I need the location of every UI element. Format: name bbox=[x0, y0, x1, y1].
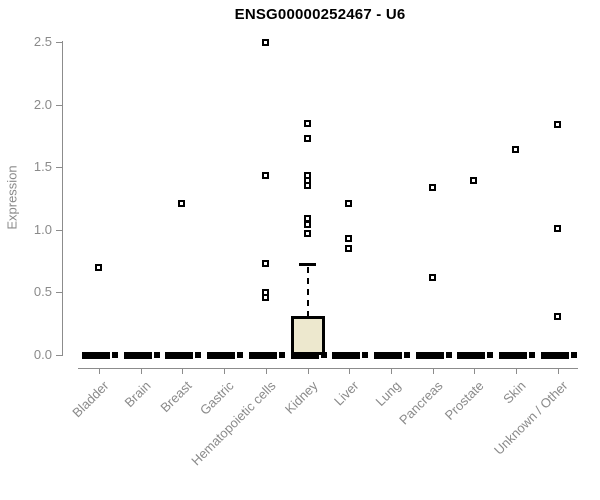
outlier-point bbox=[553, 312, 561, 320]
outlier-point bbox=[261, 172, 269, 180]
outlier-point bbox=[345, 200, 353, 207]
x-tick bbox=[99, 368, 100, 374]
y-tick-label: 2.0 bbox=[33, 96, 52, 112]
outlier-point bbox=[303, 215, 311, 223]
outlier-point bbox=[512, 146, 520, 154]
x-tick bbox=[557, 368, 559, 374]
y-tick-label: 0.5 bbox=[33, 284, 52, 300]
zero-point bbox=[195, 352, 202, 358]
upper-whisker-cap bbox=[298, 262, 316, 266]
y-tick bbox=[56, 229, 62, 231]
y-tick bbox=[56, 42, 62, 43]
x-tick bbox=[349, 368, 351, 374]
outlier-point bbox=[303, 119, 311, 127]
zero-median-bar bbox=[290, 352, 319, 359]
y-tick-label: 2.5 bbox=[33, 34, 52, 49]
outlier-point bbox=[553, 225, 561, 233]
zero-point bbox=[404, 352, 411, 358]
y-tick bbox=[56, 292, 62, 294]
outlier-point bbox=[470, 177, 478, 185]
outlier-point bbox=[261, 293, 269, 301]
outlier-point bbox=[553, 121, 561, 129]
x-tick bbox=[140, 368, 142, 374]
outlier-point bbox=[428, 183, 436, 191]
zero-median-bar bbox=[165, 352, 194, 359]
y-tick-label: 0.0 bbox=[33, 347, 52, 362]
zero-point bbox=[362, 352, 369, 358]
zero-point bbox=[487, 352, 494, 358]
outlier-point bbox=[303, 230, 311, 238]
outlier-point bbox=[428, 273, 436, 281]
x-tick bbox=[432, 368, 434, 374]
x-tick bbox=[474, 368, 476, 374]
outlier-point bbox=[303, 182, 311, 190]
zero-median-bar bbox=[123, 352, 152, 359]
y-tick-label: 1.0 bbox=[33, 221, 52, 237]
zero-point bbox=[570, 352, 577, 358]
zero-point bbox=[237, 352, 244, 358]
outlier-point bbox=[345, 235, 353, 243]
zero-point bbox=[529, 352, 536, 358]
y-tick-label: 1.5 bbox=[33, 159, 52, 175]
y-tick bbox=[56, 104, 62, 106]
chart-title: ENSG00000252467 - U6 bbox=[234, 6, 406, 23]
outlier-point bbox=[303, 134, 311, 142]
x-tick bbox=[182, 368, 184, 374]
outlier-point bbox=[178, 200, 186, 207]
outlier-point bbox=[261, 260, 269, 268]
zero-median-bar bbox=[248, 352, 277, 359]
zero-median-bar bbox=[499, 352, 528, 359]
x-tick bbox=[307, 368, 309, 374]
zero-median-bar bbox=[374, 352, 403, 359]
outlier-point bbox=[95, 263, 102, 271]
zero-point bbox=[320, 352, 327, 358]
y-tick bbox=[56, 167, 62, 169]
y-axis-line bbox=[62, 41, 63, 356]
zero-median-bar bbox=[540, 352, 569, 359]
zero-median-bar bbox=[457, 352, 486, 359]
zero-point bbox=[278, 352, 285, 358]
zero-point bbox=[445, 352, 452, 358]
y-tick bbox=[56, 355, 62, 356]
zero-median-bar bbox=[415, 352, 444, 359]
outlier-point bbox=[303, 221, 311, 229]
upper-whisker bbox=[306, 266, 309, 317]
y-axis-title: Expression bbox=[4, 165, 20, 230]
zero-median-bar bbox=[332, 352, 361, 359]
outlier-point bbox=[345, 245, 353, 253]
zero-point bbox=[112, 352, 118, 358]
zero-median-bar bbox=[207, 352, 236, 359]
x-axis-line bbox=[78, 368, 578, 369]
x-tick bbox=[265, 368, 267, 374]
outlier-point bbox=[261, 38, 269, 46]
zero-median-bar bbox=[82, 352, 110, 359]
x-tick bbox=[516, 368, 518, 374]
x-tick bbox=[391, 368, 393, 374]
x-tick bbox=[224, 368, 226, 374]
zero-point bbox=[153, 352, 160, 358]
box-kidney bbox=[290, 316, 325, 355]
